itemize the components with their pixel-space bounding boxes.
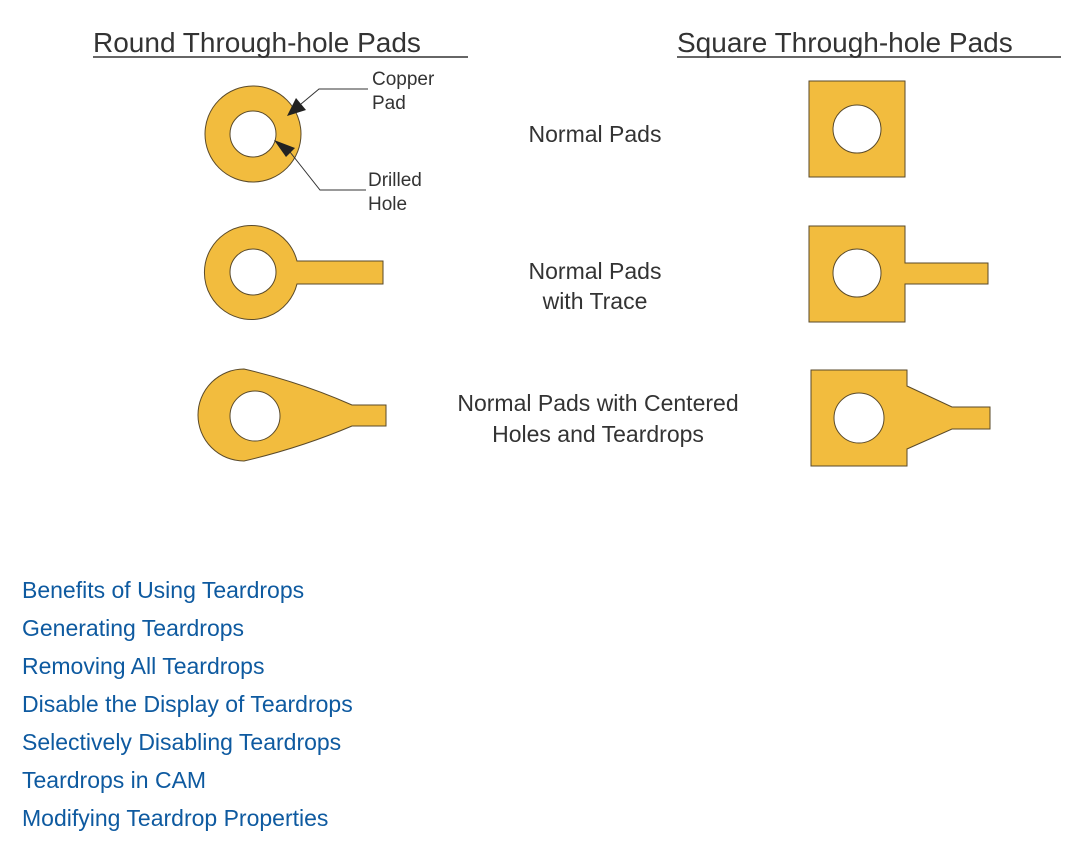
link-modifying-teardrop-properties[interactable]: Modifying Teardrop Properties — [22, 805, 329, 831]
round-teardrop-pad — [197, 368, 387, 462]
drilled-hole — [832, 104, 882, 154]
list-item: Generating Teardrops — [22, 609, 353, 647]
list-item: Disable the Display of Teardrops — [22, 685, 353, 723]
row-label-normal-pads: Normal Pads — [529, 121, 662, 147]
drilled-hole — [229, 248, 277, 296]
link-selectively-disabling-teardrops[interactable]: Selectively Disabling Teardrops — [22, 729, 342, 755]
square-pads-heading: Square Through-hole Pads — [677, 27, 1013, 58]
copper-pad-callout: Copper Pad — [287, 69, 435, 116]
round-pad-with-trace — [203, 225, 384, 320]
drilled-hole-leader-line — [289, 151, 366, 191]
copper-pad-label-line1: Copper — [372, 69, 435, 90]
round-normal-pad — [204, 85, 302, 183]
square-teardrop-pad — [810, 369, 991, 467]
list-item: Modifying Teardrop Properties — [22, 799, 353, 837]
drilled-hole-callout: Drilled Hole — [274, 140, 422, 215]
row-label-teardrops-line2: Holes and Teardrops — [492, 421, 704, 447]
row-label-teardrops-line1: Normal Pads with Centered — [457, 390, 738, 416]
link-generating-teardrops[interactable]: Generating Teardrops — [22, 615, 245, 641]
square-normal-pad — [808, 80, 906, 178]
copper-pad-arrowhead — [287, 98, 306, 116]
drilled-hole — [229, 110, 277, 158]
link-disable-display-of-teardrops[interactable]: Disable the Display of Teardrops — [22, 691, 353, 717]
drilled-hole — [832, 248, 882, 298]
copper-teardrop-pad — [197, 368, 387, 462]
row-label-with-trace-line2: with Trace — [542, 288, 648, 314]
list-item: Selectively Disabling Teardrops — [22, 723, 353, 761]
drilled-hole — [833, 392, 885, 444]
link-teardrops-in-cam[interactable]: Teardrops in CAM — [22, 767, 207, 793]
copper-pad-label-line2: Pad — [372, 93, 406, 114]
drilled-hole-label-line2: Hole — [368, 194, 407, 215]
square-pad-with-trace — [808, 225, 989, 323]
pad-diagram: Round Through-hole Pads Square Through-h… — [93, 27, 1061, 467]
list-item: Removing All Teardrops — [22, 647, 353, 685]
drilled-hole-label-line1: Drilled — [368, 170, 422, 191]
round-pads-heading: Round Through-hole Pads — [93, 27, 421, 58]
link-removing-all-teardrops[interactable]: Removing All Teardrops — [22, 653, 265, 679]
drilled-hole-arrowhead — [274, 140, 295, 157]
row-label-with-trace-line1: Normal Pads — [529, 258, 662, 284]
list-item: Teardrops in CAM — [22, 761, 353, 799]
copper-pad-leader-line — [300, 88, 368, 105]
drilled-hole — [229, 390, 281, 442]
list-item: Benefits of Using Teardrops — [22, 571, 353, 609]
link-benefits-of-using-teardrops[interactable]: Benefits of Using Teardrops — [22, 577, 305, 603]
teardrop-topic-links: Benefits of Using Teardrops Generating T… — [22, 571, 353, 837]
